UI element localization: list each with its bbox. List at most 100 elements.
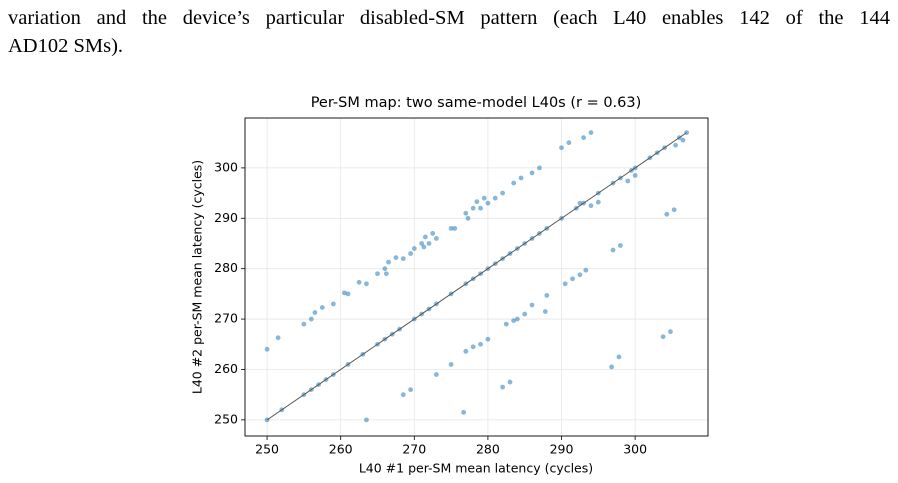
scatter-point — [514, 316, 520, 322]
scatter-point — [375, 271, 380, 277]
plot-frame — [244, 117, 709, 437]
scatter-point — [463, 210, 469, 216]
y-tick-label: 300 — [214, 159, 238, 174]
scatter-point — [544, 292, 550, 298]
scatter-point — [529, 302, 535, 308]
scatter-point — [301, 321, 307, 327]
scatter-point — [673, 142, 679, 148]
x-tick-label: 250 — [255, 442, 279, 457]
scatter-point — [481, 195, 487, 201]
scatter-point — [478, 205, 483, 211]
scatter-point — [668, 329, 673, 335]
scatter-point — [422, 234, 428, 240]
x-tick-label: 280 — [476, 442, 500, 457]
scatter-point — [356, 279, 362, 285]
scatter-point — [400, 392, 406, 398]
scatter-point — [588, 130, 594, 136]
scatter-point — [364, 417, 369, 423]
scatter-point — [426, 241, 432, 246]
scatter-point — [433, 236, 439, 241]
scatter-point — [618, 243, 623, 248]
scatter-point — [537, 165, 542, 171]
scatter-point — [503, 321, 509, 327]
scatter-point — [588, 203, 594, 209]
scatter-point — [500, 190, 506, 196]
reference-line — [266, 132, 687, 421]
scatter-point — [485, 200, 491, 206]
y-tick-label: 250 — [214, 411, 238, 426]
scatter-point — [522, 311, 528, 317]
scatter-point — [421, 244, 427, 250]
x-tick-label: 290 — [550, 442, 574, 457]
scatter-point — [408, 251, 414, 256]
scatter-point — [448, 362, 454, 367]
x-tick-label: 300 — [623, 442, 647, 457]
y-axis-label: L40 #2 per-SM mean latency (cycles) — [190, 160, 205, 394]
scatter-point — [583, 267, 589, 273]
scatter-point — [680, 137, 686, 143]
scatter-point — [581, 135, 587, 141]
scatter-point — [577, 272, 583, 278]
scatter-point — [461, 409, 467, 415]
scatter-point — [463, 348, 469, 354]
scatter-point — [433, 372, 439, 377]
scatter-point — [559, 145, 564, 151]
scatter-point — [382, 266, 388, 272]
x-tick-label: 270 — [402, 442, 426, 457]
y-tick-label: 290 — [214, 210, 238, 225]
scatter-point — [383, 271, 389, 277]
scatter-point — [430, 231, 436, 236]
scatter-point — [507, 379, 513, 385]
y-tick-label: 260 — [214, 361, 238, 376]
x-axis-label: L40 #1 per-SM mean latency (cycles) — [359, 461, 593, 476]
chart-title: Per-SM map: two same-model L40s (r = 0.6… — [311, 95, 642, 111]
scatter-point — [616, 354, 622, 360]
scatter-point — [470, 205, 476, 211]
scatter-point — [478, 341, 483, 347]
y-tick-label: 280 — [214, 260, 238, 275]
text-line: AD102 SMs). — [8, 35, 124, 57]
scatter-point — [500, 384, 506, 390]
scatter-point — [595, 199, 601, 205]
scatter-point — [308, 316, 314, 322]
scatter-point — [542, 309, 548, 314]
scatter-point — [562, 281, 568, 287]
scatter-point — [364, 281, 369, 287]
scatter-point — [664, 211, 670, 217]
scatter-point — [448, 225, 454, 231]
scatter-point — [518, 175, 524, 181]
scatter-point — [529, 170, 535, 176]
scatter-point — [341, 290, 347, 296]
scatter-point — [345, 291, 351, 297]
scatter-point — [625, 178, 631, 184]
scatter-point — [386, 259, 391, 265]
scatter-point — [330, 301, 336, 307]
scatter-point — [470, 344, 476, 350]
x-tick-label: 260 — [329, 442, 353, 457]
scatter-point — [319, 305, 325, 310]
scatter-point — [452, 225, 458, 231]
scatter-point — [275, 335, 281, 341]
scatter-point — [671, 207, 677, 213]
scatter-point — [419, 241, 425, 246]
scatter-point — [566, 140, 572, 146]
scatter-point — [393, 255, 399, 260]
text-line: variation and the device’s particular di… — [8, 7, 890, 29]
scatter-point — [660, 334, 666, 340]
scatter-point — [485, 336, 491, 342]
scatter-point — [312, 310, 318, 315]
scatter-point — [632, 173, 638, 178]
scatter-point — [465, 215, 471, 221]
scatter-point — [411, 246, 417, 251]
paragraph: variation and the device’s particular di… — [8, 4, 890, 60]
scatter-point — [511, 318, 517, 323]
scatter-point — [609, 364, 614, 370]
scatter-point — [474, 199, 480, 205]
scatter-point — [511, 180, 517, 186]
scatter-point — [610, 247, 616, 253]
y-tick-label: 270 — [214, 311, 238, 326]
scatter-point — [400, 256, 406, 262]
scatter-point — [570, 276, 575, 282]
